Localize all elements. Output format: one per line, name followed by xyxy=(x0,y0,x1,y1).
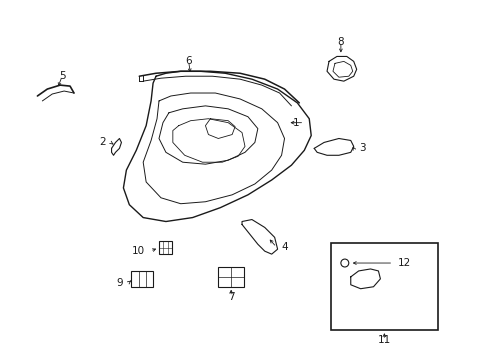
Text: 3: 3 xyxy=(358,143,365,153)
Text: 5: 5 xyxy=(59,71,65,81)
Text: 7: 7 xyxy=(227,292,234,302)
Text: 11: 11 xyxy=(377,335,390,345)
Text: 9: 9 xyxy=(117,278,123,288)
Text: 4: 4 xyxy=(281,242,287,252)
Text: 12: 12 xyxy=(397,258,410,268)
Text: 8: 8 xyxy=(337,37,344,47)
Text: 2: 2 xyxy=(99,138,105,148)
Text: 1: 1 xyxy=(292,118,299,128)
Text: 10: 10 xyxy=(132,246,145,256)
Text: 6: 6 xyxy=(185,57,192,66)
